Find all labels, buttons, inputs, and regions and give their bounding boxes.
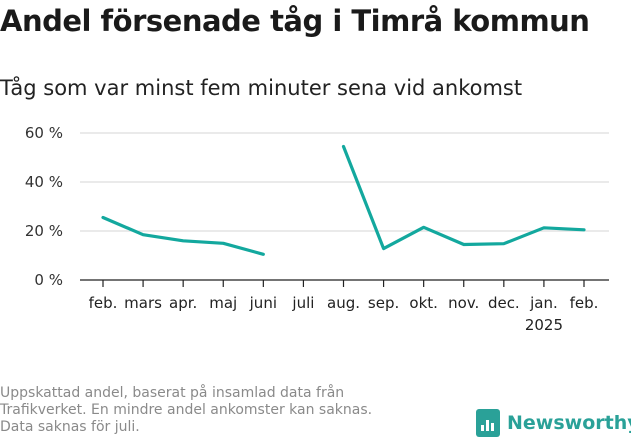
y-tick-label: 60 % — [25, 124, 63, 142]
x-tick-label: mars — [124, 294, 162, 312]
x-tick-label: feb. — [570, 294, 599, 312]
series-lines — [101, 144, 586, 256]
x-tick-label: sep. — [368, 294, 399, 312]
x-tick-label: okt. — [409, 294, 438, 312]
x-tick-label: aug. — [327, 294, 360, 312]
line-chart: 0 % 20 % 40 % 60 % feb. mars apr. maj juni juli a… — [25, 124, 609, 334]
y-tick-labels: 0 % 20 % 40 % 60 % — [25, 124, 63, 289]
footnote-line: Uppskattad andel, baserat på insamlad da… — [0, 385, 345, 401]
x-tick-label: apr. — [169, 294, 197, 312]
chart-subtitle: Tåg som var minst fem minuter sena vid a… — [0, 76, 523, 100]
x-tick-label: jan. — [529, 294, 558, 312]
x-tick-label: juli — [291, 294, 314, 312]
series-line — [101, 215, 265, 256]
y-tick-label: 20 % — [25, 222, 63, 240]
x-tick-label: nov. — [448, 294, 479, 312]
footnote: Uppskattad andel, baserat på insamlad da… — [0, 385, 440, 436]
x-tick-label: juni — [249, 294, 277, 312]
footnote-line: Trafikverket. En mindre andel ankomster … — [0, 402, 373, 418]
footnote-line: Data saknas för juli. — [0, 419, 140, 435]
grid-lines — [80, 132, 609, 232]
page-title: Andel försenade tåg i Timrå kommun — [0, 4, 590, 38]
y-tick-label: 0 % — [34, 271, 63, 289]
series-line — [341, 144, 586, 251]
x-tick-label: feb. — [89, 294, 118, 312]
x-tick-label: maj — [209, 294, 237, 312]
brand-logo: Newsworthy — [476, 408, 631, 438]
bar-chart-icon — [476, 409, 500, 437]
brand-name: Newsworthy — [507, 412, 631, 434]
x-year-label: 2025 — [525, 316, 563, 334]
x-tick-label: dec. — [488, 294, 520, 312]
y-tick-label: 40 % — [25, 173, 63, 191]
x-axis: feb. mars apr. maj juni juli aug. sep. okt. nov. d… — [80, 279, 609, 334]
